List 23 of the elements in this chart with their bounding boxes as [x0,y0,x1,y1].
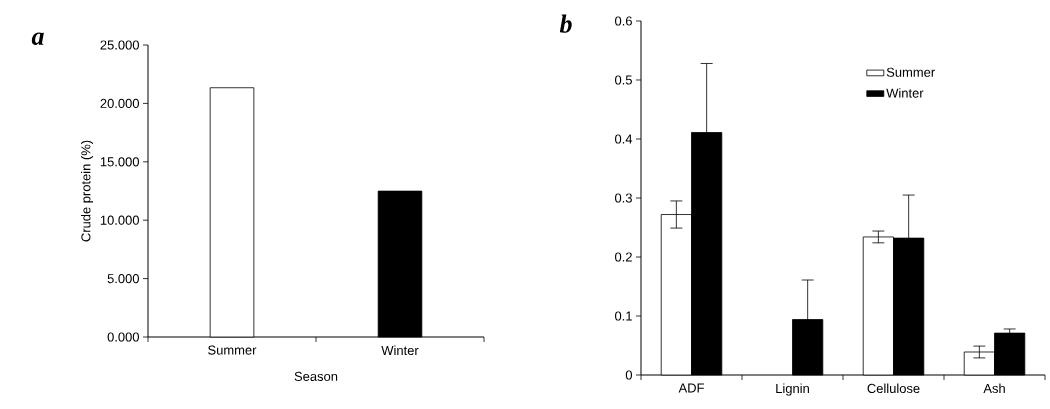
y-tick-label: 0.5 [615,75,632,85]
x-tick-label: Cellulose [867,383,920,394]
x-tick-label: Ash [983,383,1005,394]
y-axis-title: Crude protein (%) [80,140,94,242]
chart-title: b [559,14,572,33]
y-tick-label: 10.000 [100,215,139,225]
y-tick-label: 0 [625,370,633,380]
y-tick-label: 5.000 [107,274,139,284]
y-tick-label: 0.2 [615,252,632,262]
y-tick-label: 0.4 [615,134,633,144]
y-tick-label: 0.3 [615,193,632,203]
y-tick-label: 25.000 [100,40,139,50]
x-tick-label: Lignin [776,383,809,396]
legend-label: Winter [886,88,924,98]
y-tick-label: 15.000 [100,157,139,167]
y-tick-label: 0.000 [107,332,139,342]
y-tick-label: 0.1 [615,311,632,321]
chart-title: a [31,32,44,45]
y-tick-label: 20.000 [100,98,139,108]
y-tick-label: 0.6 [615,16,632,26]
legend-label: Summer [886,67,935,77]
x-tick-label: ADF [678,383,704,393]
x-axis-title: Season [294,371,338,381]
